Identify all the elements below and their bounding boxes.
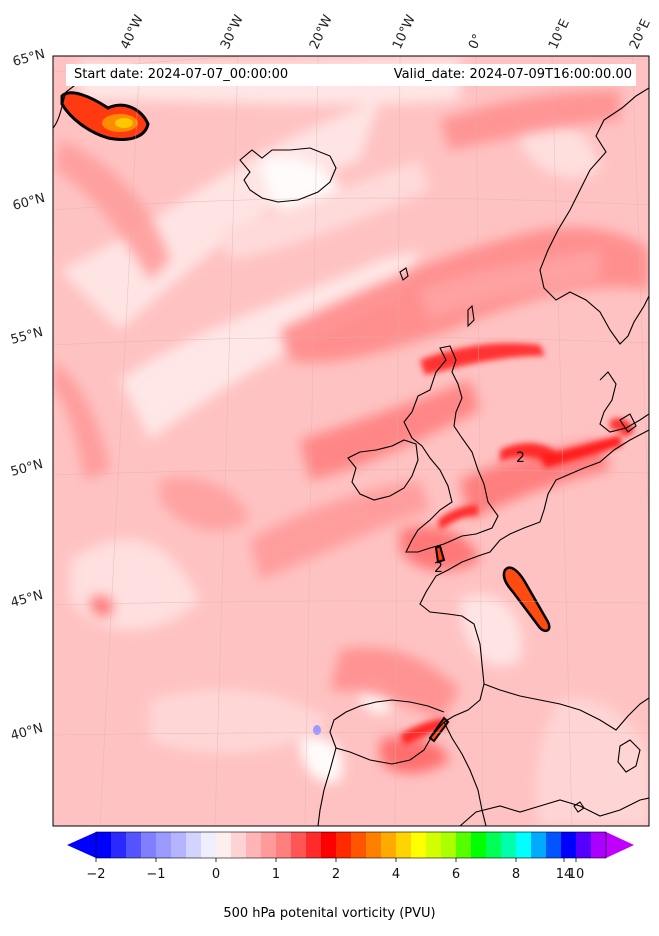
colorbar-cell — [306, 832, 322, 858]
colorbar-tick-label: −1 — [146, 867, 165, 882]
colorbar-cell — [396, 832, 412, 858]
colorbar-frame — [95, 831, 607, 859]
pv-max-bay — [428, 544, 551, 743]
colorbar-cell — [501, 832, 517, 858]
colorbar-cell — [561, 832, 577, 858]
colorbar-cell — [381, 832, 397, 858]
contour-label-2-north: 2 — [516, 450, 525, 466]
colorbar-cell — [126, 832, 142, 858]
colorbar-cell — [351, 832, 367, 858]
colorbar-cell — [246, 832, 262, 858]
lat-label-65n: 65°N — [11, 47, 47, 70]
pv-low-bands — [60, 58, 649, 826]
lat-label-60n: 60°N — [11, 191, 47, 214]
colorbar-cell — [141, 832, 157, 858]
lat-label-55n: 55°N — [9, 325, 45, 348]
colorbar-cell — [411, 832, 427, 858]
colorbar-cell — [216, 832, 232, 858]
colorbar-max-arrow — [606, 832, 634, 858]
lon-label-40w: 40°W — [118, 13, 147, 52]
pv-negative-speck — [313, 725, 321, 735]
colorbar-tick-label: 10 — [568, 867, 585, 882]
colorbar-cell — [201, 832, 217, 858]
colorbar-label: 500 hPa potenital vorticity (PVU) — [223, 906, 436, 921]
colorbar-cell — [471, 832, 487, 858]
colorbar-min-arrow — [67, 832, 96, 858]
lon-label-30w: 30°W — [218, 13, 247, 52]
colorbar-cell — [486, 832, 502, 858]
colorbar-cell — [276, 832, 292, 858]
colorbar-tick-label: 0 — [212, 867, 220, 882]
colorbar-cell — [321, 832, 337, 858]
colorbar-cells — [96, 832, 607, 858]
colorbar-cell — [231, 832, 247, 858]
colorbar-cell — [576, 832, 592, 858]
colorbar-cell — [456, 832, 472, 858]
colorbar-tick-label: 4 — [392, 867, 400, 882]
colorbar-cell — [366, 832, 382, 858]
pv-mid-bands — [53, 90, 649, 774]
colorbar-cell — [516, 832, 532, 858]
lon-label-10w: 10°W — [390, 13, 419, 52]
colorbar-tick-label: 6 — [452, 867, 460, 882]
colorbar-cell — [441, 832, 457, 858]
graticule — [53, 56, 649, 826]
colorbar-cell — [156, 832, 172, 858]
colorbar-tick-label: −2 — [86, 867, 105, 882]
lon-label-0: 0° — [466, 32, 486, 52]
colorbar-cell — [171, 832, 187, 858]
colorbar-tick-label: 8 — [512, 867, 520, 882]
coastlines — [53, 65, 649, 826]
colorbar-tick-label: 14 — [556, 867, 573, 882]
colorbar-tick-label: 2 — [332, 867, 340, 882]
map-frame — [52, 55, 650, 827]
lon-label-20e: 20°E — [627, 17, 654, 52]
lon-label-20w: 20°W — [307, 13, 336, 52]
colorbar-cell — [591, 832, 607, 858]
contour-label-2-south: 2 — [434, 560, 443, 576]
colorbar-tick-label: 1 — [272, 867, 280, 882]
pv-max-greenland — [60, 91, 150, 141]
colorbar-cell — [546, 832, 562, 858]
lat-label-50n: 50°N — [9, 457, 45, 480]
colorbar-cell — [111, 832, 127, 858]
colorbar-cell — [261, 832, 277, 858]
colorbar-cell — [426, 832, 442, 858]
colorbar-cell — [186, 832, 202, 858]
lat-label-40n: 40°N — [9, 721, 45, 744]
start-date-label: Start date: 2024-07-07_00:00:00 — [66, 64, 328, 86]
valid-date-label: Valid_date: 2024-07-09T16:00:00.00 — [320, 64, 636, 86]
colorbar-cell — [531, 832, 547, 858]
lon-label-10e: 10°E — [546, 17, 573, 52]
pv-high-streaks — [400, 343, 634, 745]
colorbar-cell — [336, 832, 352, 858]
colorbar-cell — [96, 832, 112, 858]
lat-label-45n: 45°N — [9, 588, 45, 611]
pv-field: 2 2 — [53, 56, 649, 826]
colorbar-cell — [291, 832, 307, 858]
